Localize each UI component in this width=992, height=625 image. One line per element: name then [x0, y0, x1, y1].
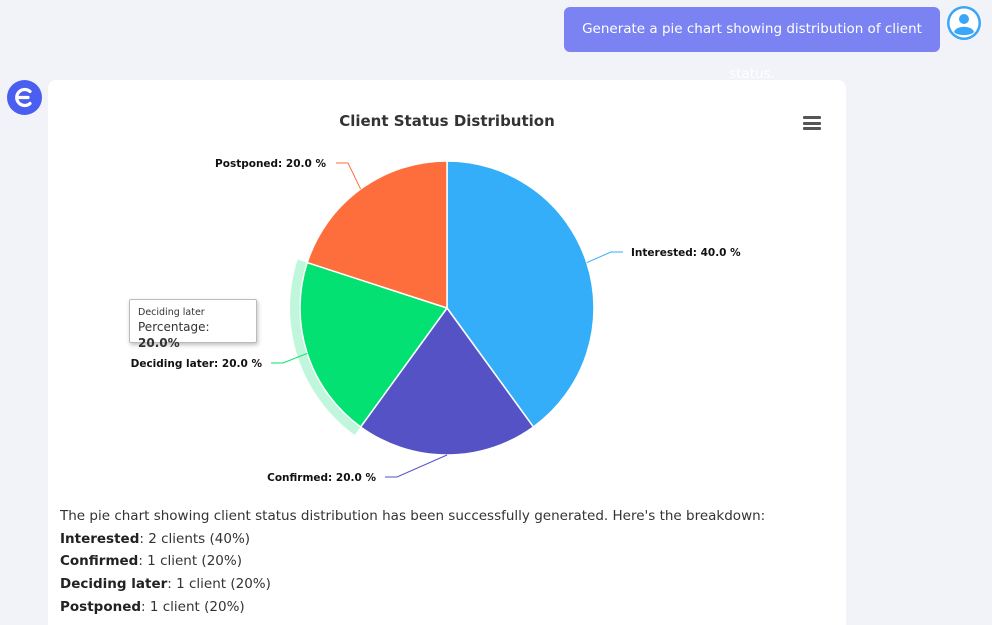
chart-tooltip: Deciding later Percentage: 20.0% [129, 299, 257, 350]
pie-slice-deciding-later[interactable] [299, 261, 449, 428]
slice-data-label: Confirmed: 20.0 % [267, 472, 376, 484]
slice-hover-halo [290, 259, 361, 436]
tooltip-row: Percentage: 20.0% [138, 320, 210, 350]
slice-data-label: Postponed: 20.0 % [215, 158, 326, 170]
summary-item: Confirmed: 1 client (20%) [60, 553, 242, 570]
user-avatar-icon [947, 6, 981, 40]
summary-item: Postponed: 1 client (20%) [60, 598, 245, 615]
chart-menu-icon[interactable] [803, 116, 821, 132]
pie-slice-postponed[interactable] [306, 160, 448, 310]
slice-data-label: Interested: 40.0 % [631, 247, 741, 259]
tooltip-value: 20.0% [138, 336, 180, 350]
response-summary: The pie chart showing client status dist… [60, 505, 830, 619]
pie-slice-interested[interactable] [446, 160, 595, 428]
slice-data-label: Deciding later: 20.0 % [131, 358, 263, 370]
pie-chart: Client Status Distribution Interested: 4… [131, 112, 742, 484]
user-message-bubble: Generate a pie chart showing distributio… [564, 7, 940, 82]
slice-connector-line [336, 162, 362, 190]
assistant-logo-icon [7, 80, 42, 115]
summary-item: Deciding later: 1 client (20%) [60, 576, 271, 593]
tooltip-series-name: Deciding later [138, 307, 205, 318]
pie-slice-confirmed[interactable] [359, 306, 535, 456]
summary-item: Interested: 2 clients (40%) [60, 530, 251, 547]
summary-intro: The pie chart showing client status dist… [60, 508, 766, 524]
assistant-response-card: Client Status Distribution Interested: 4… [48, 80, 846, 625]
slice-connector-line [385, 454, 448, 478]
slice-connector-line [271, 352, 308, 364]
chart-title: Client Status Distribution [339, 112, 555, 130]
tooltip-key: Percentage [138, 320, 206, 334]
slice-connector-line [586, 251, 623, 264]
